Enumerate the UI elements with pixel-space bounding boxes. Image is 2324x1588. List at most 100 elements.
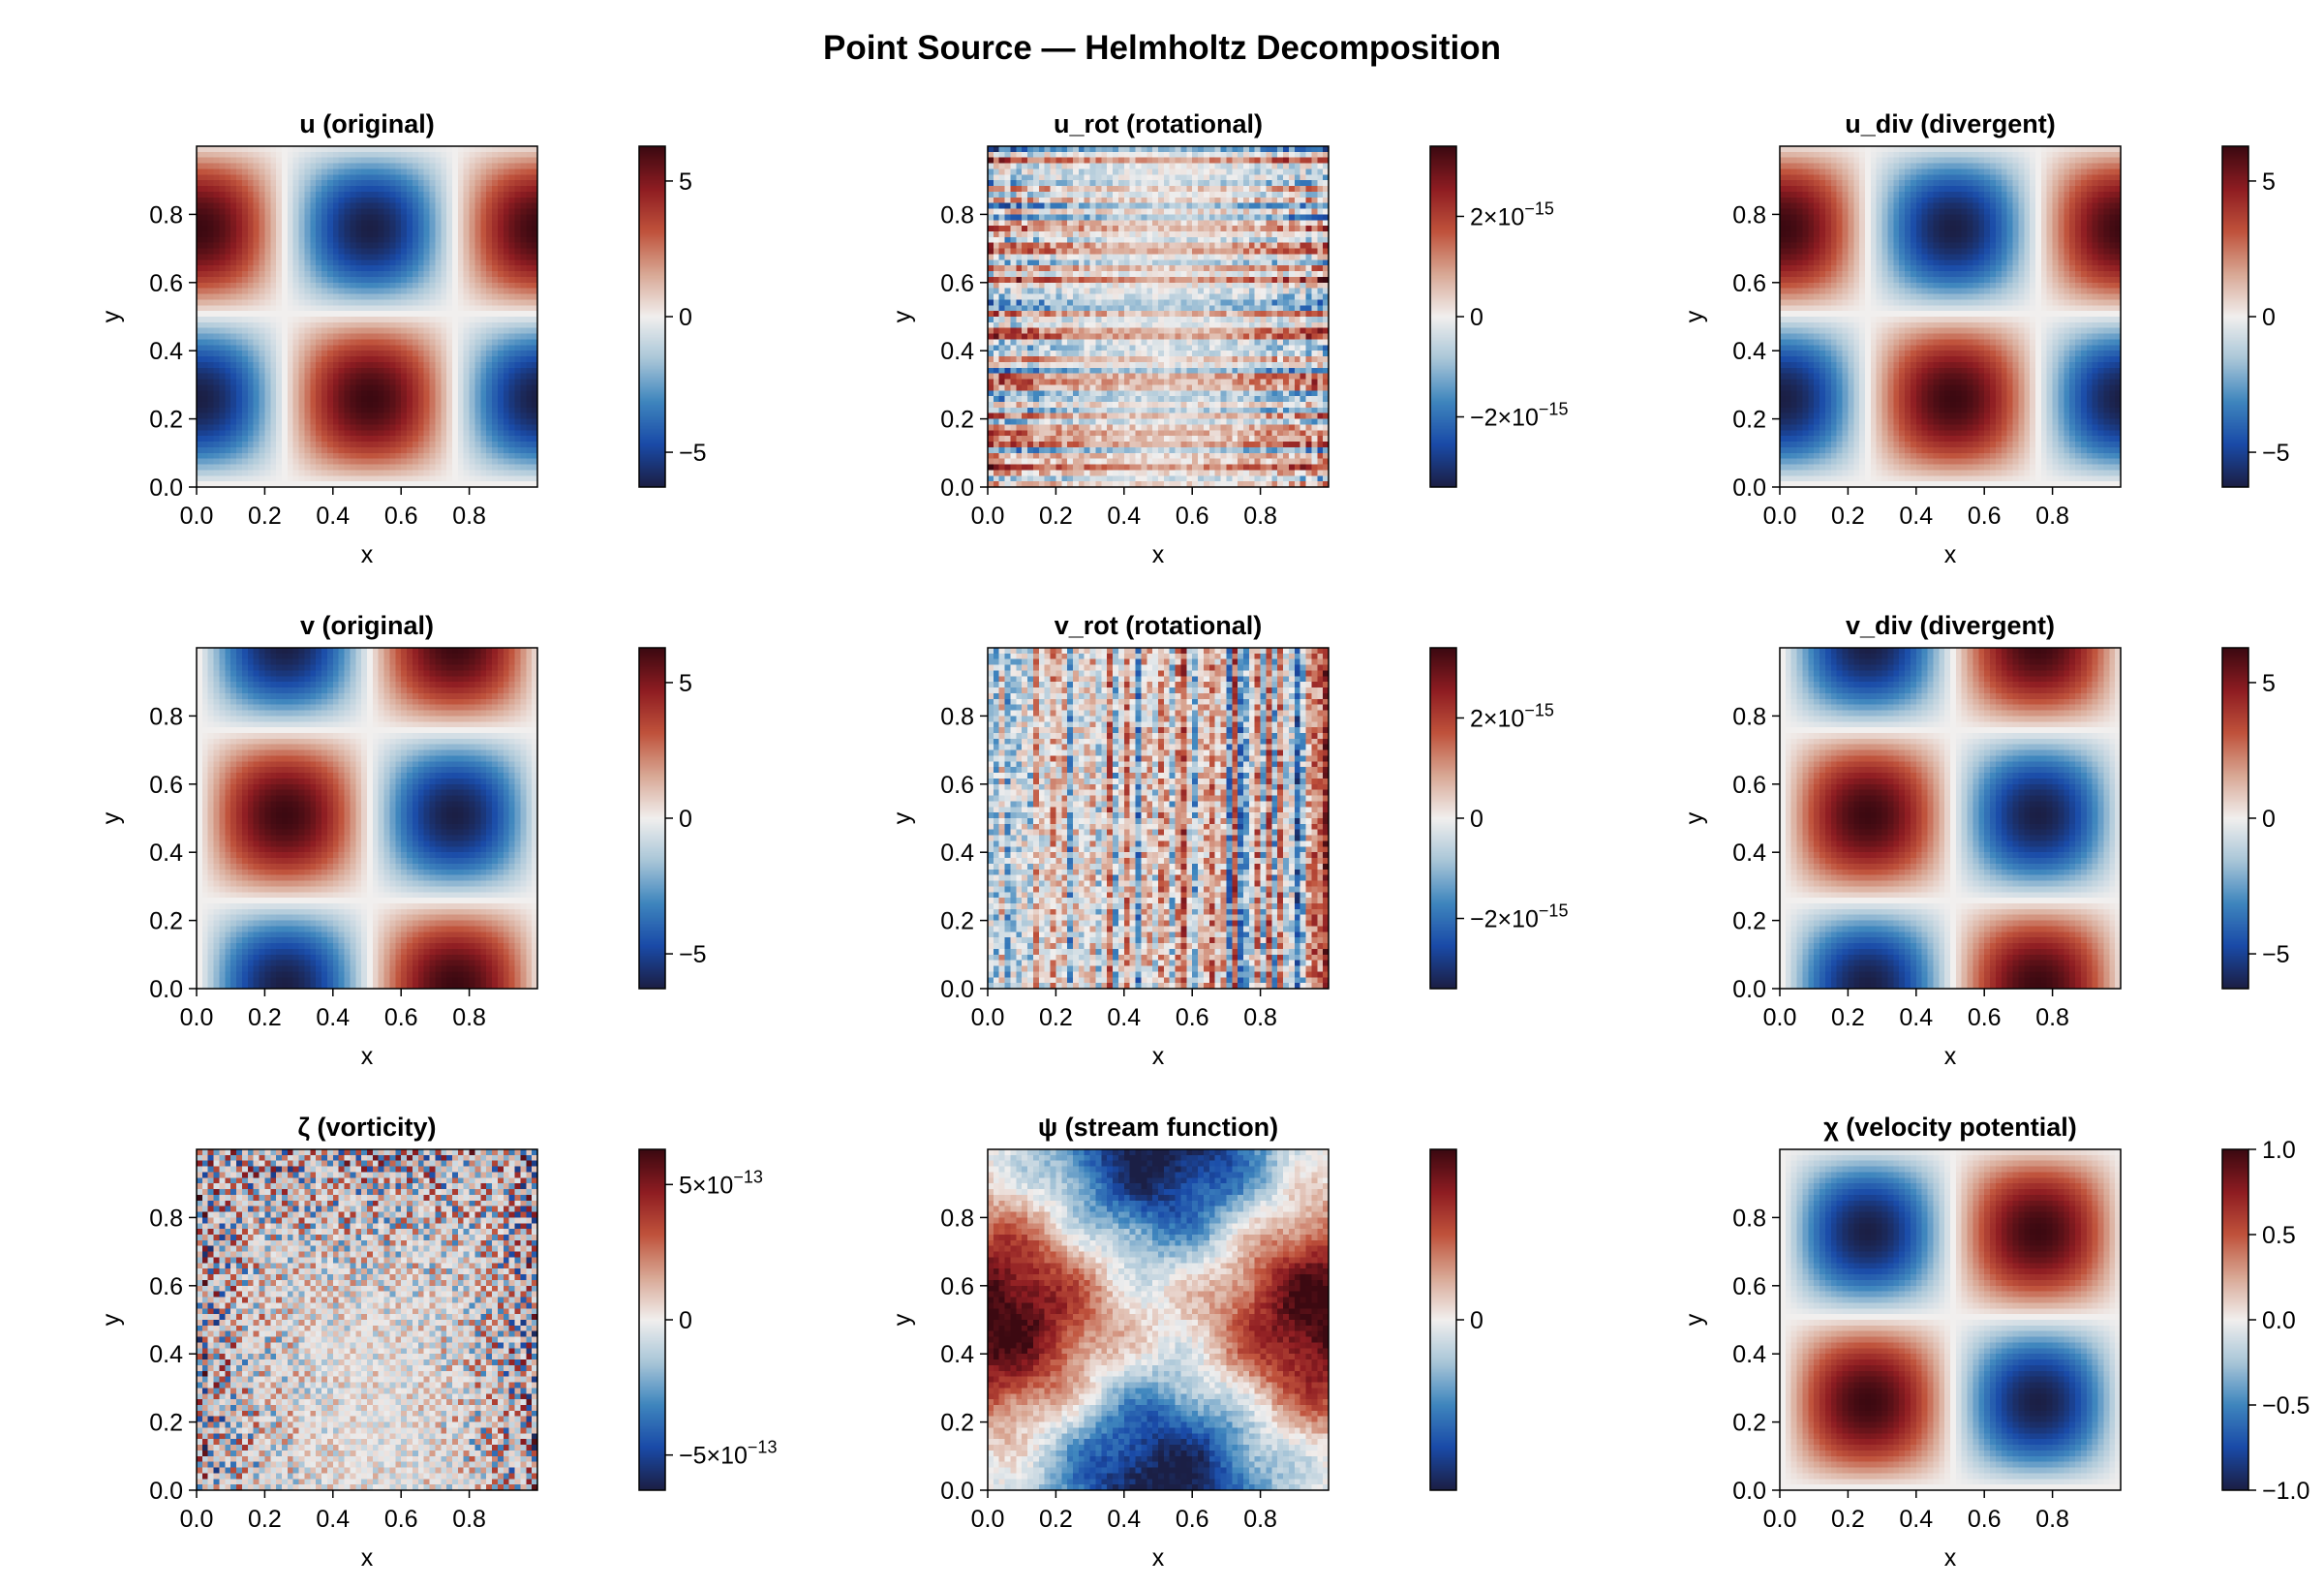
y-tick-label: 0.2 — [1732, 908, 1766, 935]
y-tick-label: 0.2 — [149, 407, 183, 434]
x-tick-label: 0.6 — [1968, 1506, 2002, 1533]
subplot-title: χ (velocity potential) — [1823, 1113, 2077, 1142]
subplot-5: v_rot (rotational) 0.0 0.2 0.4 0.6 0.8 0.0 0.2 0… — [889, 611, 1568, 1070]
subplot-title: v_rot (rotational) — [1055, 611, 1263, 640]
y-tick-label: 0.6 — [1732, 772, 1766, 799]
subplot-title: ψ (stream function) — [1038, 1113, 1278, 1142]
colorbar-tick-label: −0.5 — [2262, 1392, 2309, 1420]
heatmap-cells — [988, 648, 1329, 989]
colorbar-tick-label: 0 — [1470, 806, 1483, 833]
x-axis-label: x — [361, 1544, 374, 1572]
x-tick-label: 0.0 — [1763, 1506, 1797, 1533]
y-tick-label: 0.4 — [1732, 840, 1766, 867]
x-axis-label: x — [1152, 541, 1165, 568]
y-tick-label: 0.8 — [940, 703, 974, 730]
subplot-9: χ (velocity potential) 0.0 0.2 0.4 0.6 0.8 0.0… — [1681, 1113, 2309, 1572]
x-tick-label: 0.6 — [384, 503, 418, 530]
y-tick-label: 0.2 — [940, 407, 974, 434]
y-tick-label: 0.6 — [1732, 1273, 1766, 1300]
x-tick-label: 0.6 — [1176, 503, 1209, 530]
colorbar — [2222, 648, 2248, 989]
y-tick-label: 0.0 — [149, 1478, 183, 1505]
y-tick-label: 0.6 — [940, 270, 974, 297]
y-tick-label: 0.0 — [149, 474, 183, 502]
plot-frame — [987, 647, 1330, 990]
x-tick-label: 0.8 — [1243, 1506, 1277, 1533]
colorbar-tick-label: −5×10−13 — [679, 1438, 777, 1470]
plot-frame — [1779, 647, 2122, 990]
x-tick-label: 0.4 — [316, 1004, 350, 1031]
y-tick-label: 0.2 — [940, 908, 974, 935]
y-tick-label: 0.2 — [940, 1410, 974, 1437]
x-tick-label: 0.6 — [384, 1004, 418, 1031]
subplot-title: u_rot (rotational) — [1054, 109, 1263, 138]
x-tick-label: 0.4 — [316, 1506, 350, 1533]
subplot-8: ψ (stream function) 0.0 0.2 0.4 0.6 0.8 0.0 0.2… — [889, 1113, 1483, 1572]
x-tick-label: 0.4 — [316, 503, 350, 530]
subplot-title: v_div (divergent) — [1846, 611, 2055, 640]
colorbar-tick-label: −5 — [679, 941, 707, 968]
x-tick-label: 0.0 — [1763, 503, 1797, 530]
y-axis-label: y — [889, 1313, 916, 1326]
y-tick-label: 0.0 — [1732, 1478, 1766, 1505]
y-tick-label: 0.8 — [1732, 703, 1766, 730]
colorbar-tick-label: 0.5 — [2262, 1222, 2296, 1249]
y-tick-label: 0.0 — [1732, 474, 1766, 502]
plot-frame — [987, 145, 1330, 488]
y-tick-label: 0.4 — [940, 840, 974, 867]
y-tick-label: 0.4 — [940, 338, 974, 365]
subplot-1: u (original) 0.0 0.2 0.4 0.6 0.8 0.0 0.2 0.4 0.6 0… — [98, 109, 707, 568]
x-tick-label: 0.6 — [1176, 1506, 1209, 1533]
figure-title: Point Source — Helmholtz Decomposition — [822, 29, 1502, 67]
y-tick-label: 0.8 — [940, 201, 974, 229]
x-tick-label: 0.2 — [1039, 1506, 1073, 1533]
colorbar-tick-label: 0 — [2262, 806, 2276, 833]
subplot-title: v (original) — [300, 611, 434, 640]
x-tick-label: 0.8 — [2035, 1004, 2069, 1031]
y-tick-label: 0.2 — [1732, 1410, 1766, 1437]
subplot-3: u_div (divergent) 0.0 0.2 0.4 0.6 0.8 0.0 0.2 0.… — [1681, 109, 2290, 568]
plot-frame — [196, 145, 538, 488]
y-tick-label: 0.6 — [149, 270, 183, 297]
x-tick-label: 0.8 — [1243, 503, 1277, 530]
x-axis-label: x — [1152, 1043, 1165, 1070]
y-tick-label: 0.4 — [940, 1341, 974, 1368]
y-tick-label: 0.8 — [149, 1205, 183, 1232]
x-tick-label: 0.4 — [1107, 503, 1141, 530]
x-tick-label: 0.6 — [384, 1506, 418, 1533]
x-tick-label: 0.2 — [1039, 1004, 1073, 1031]
y-axis-label: y — [889, 811, 916, 824]
colorbar-tick-label: −1.0 — [2262, 1478, 2309, 1505]
subplot-title: ζ (vorticity) — [298, 1113, 437, 1142]
x-tick-label: 0.4 — [1899, 1004, 1933, 1031]
y-axis-label: y — [889, 310, 916, 322]
y-tick-label: 0.4 — [149, 338, 183, 365]
colorbar-tick-label: 2×10−15 — [1470, 700, 1554, 732]
y-axis-label: y — [1681, 1313, 1708, 1326]
y-tick-label: 0.8 — [1732, 201, 1766, 229]
heatmap-cells — [1780, 1149, 2121, 1490]
x-tick-label: 0.2 — [1831, 1004, 1865, 1031]
colorbar-tick-label: 0 — [679, 304, 692, 331]
y-tick-label: 0.0 — [1732, 976, 1766, 1003]
y-tick-label: 0.6 — [940, 772, 974, 799]
colorbar-tick-label: −5 — [2262, 440, 2290, 467]
y-tick-label: 0.6 — [1732, 270, 1766, 297]
colorbar — [2222, 1149, 2248, 1490]
y-tick-label: 0.0 — [940, 976, 974, 1003]
y-tick-label: 0.4 — [1732, 338, 1766, 365]
y-axis-label: y — [98, 1313, 125, 1326]
x-axis-label: x — [1944, 1544, 1957, 1572]
x-tick-label: 0.2 — [1831, 503, 1865, 530]
y-axis-label: y — [1681, 811, 1708, 824]
x-tick-label: 0.0 — [180, 1506, 214, 1533]
x-tick-label: 0.2 — [248, 1004, 282, 1031]
plot-frame — [1779, 1148, 2122, 1491]
x-tick-label: 0.6 — [1176, 1004, 1209, 1031]
y-tick-label: 0.2 — [1732, 407, 1766, 434]
x-tick-label: 0.4 — [1107, 1004, 1141, 1031]
y-tick-label: 0.2 — [149, 1410, 183, 1437]
x-tick-label: 0.8 — [2035, 503, 2069, 530]
colorbar — [1430, 1149, 1456, 1490]
